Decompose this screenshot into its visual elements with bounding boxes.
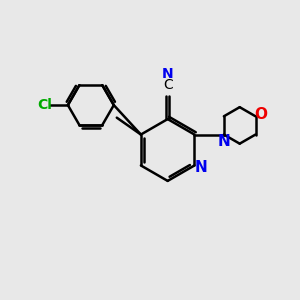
Text: Cl: Cl [38, 98, 52, 112]
Text: N: N [218, 134, 230, 148]
Text: N: N [194, 160, 207, 175]
Text: C: C [163, 78, 172, 92]
Text: N: N [162, 67, 173, 81]
Text: O: O [254, 107, 267, 122]
